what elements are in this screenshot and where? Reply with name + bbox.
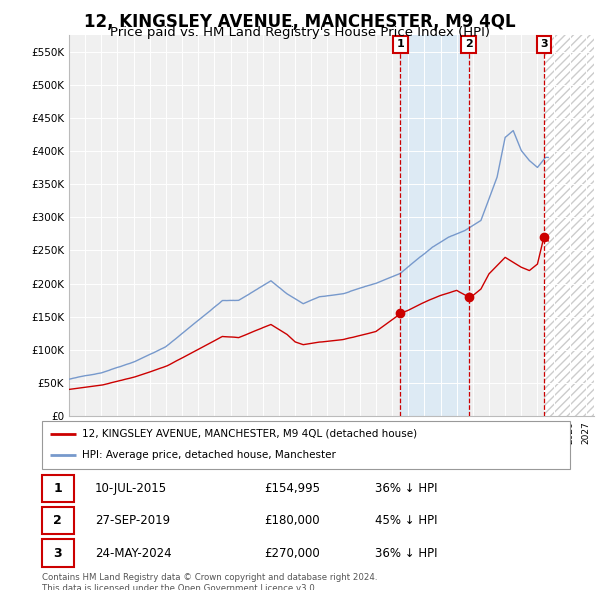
Text: HPI: Average price, detached house, Manchester: HPI: Average price, detached house, Manc…	[82, 450, 335, 460]
FancyBboxPatch shape	[42, 474, 74, 502]
Text: 3: 3	[540, 39, 548, 49]
Text: Contains HM Land Registry data © Crown copyright and database right 2024.
This d: Contains HM Land Registry data © Crown c…	[42, 573, 377, 590]
Text: 27-SEP-2019: 27-SEP-2019	[95, 514, 170, 527]
Text: 3: 3	[53, 546, 62, 560]
Text: Price paid vs. HM Land Registry's House Price Index (HPI): Price paid vs. HM Land Registry's House …	[110, 26, 490, 39]
Text: 2: 2	[53, 514, 62, 527]
Text: £154,995: £154,995	[264, 481, 320, 495]
FancyBboxPatch shape	[42, 421, 570, 469]
Text: 1: 1	[53, 481, 62, 495]
Text: 2: 2	[465, 39, 473, 49]
Bar	[544, 35, 594, 416]
Text: 12, KINGSLEY AVENUE, MANCHESTER, M9 4QL: 12, KINGSLEY AVENUE, MANCHESTER, M9 4QL	[84, 13, 516, 31]
FancyBboxPatch shape	[42, 539, 74, 567]
Text: 36% ↓ HPI: 36% ↓ HPI	[374, 546, 437, 560]
Text: £270,000: £270,000	[264, 546, 320, 560]
Text: 12, KINGSLEY AVENUE, MANCHESTER, M9 4QL (detached house): 12, KINGSLEY AVENUE, MANCHESTER, M9 4QL …	[82, 429, 417, 439]
Text: 45% ↓ HPI: 45% ↓ HPI	[374, 514, 437, 527]
Text: 1: 1	[397, 39, 404, 49]
Bar	[400, 35, 469, 416]
Text: 36% ↓ HPI: 36% ↓ HPI	[374, 481, 437, 495]
FancyBboxPatch shape	[42, 507, 74, 535]
Text: £180,000: £180,000	[264, 514, 319, 527]
Text: 24-MAY-2024: 24-MAY-2024	[95, 546, 172, 560]
Text: 10-JUL-2015: 10-JUL-2015	[95, 481, 167, 495]
